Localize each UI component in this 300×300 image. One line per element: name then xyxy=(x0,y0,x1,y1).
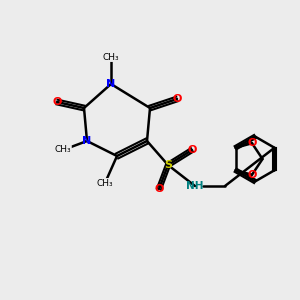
Text: O: O xyxy=(247,170,257,180)
Text: O: O xyxy=(52,97,62,107)
Text: CH₃: CH₃ xyxy=(103,52,119,62)
Text: O: O xyxy=(247,138,257,148)
Text: CH₃: CH₃ xyxy=(55,146,71,154)
Text: N: N xyxy=(82,136,91,146)
Text: O: O xyxy=(187,145,197,155)
Text: CH₃: CH₃ xyxy=(97,178,113,188)
Text: N: N xyxy=(106,79,116,89)
Text: O: O xyxy=(154,184,164,194)
Text: NH: NH xyxy=(186,181,204,191)
Text: S: S xyxy=(164,160,172,170)
Text: O: O xyxy=(172,94,182,104)
